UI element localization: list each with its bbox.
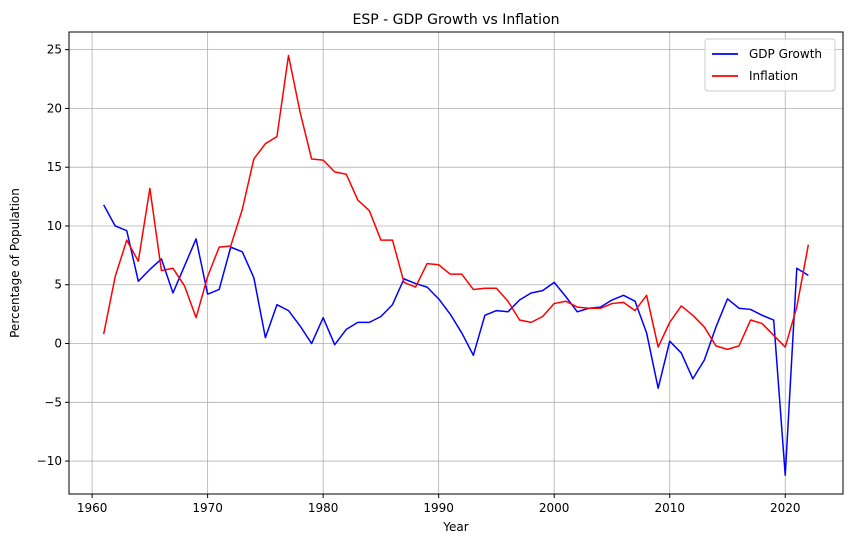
x-axis-title: Year xyxy=(442,520,468,534)
y-tick-label: 0 xyxy=(54,337,62,351)
y-tick-label: 10 xyxy=(47,219,62,233)
y-tick-label: 20 xyxy=(47,101,62,115)
legend: GDP Growth Inflation xyxy=(704,38,836,92)
series-line-inflation xyxy=(102,54,810,351)
x-tick-label: 1970 xyxy=(192,501,223,515)
x-tick-label: 2000 xyxy=(539,501,570,515)
x-tick-label: 1960 xyxy=(77,501,108,515)
y-axis: −10 −5 0 5 10 15 20 25 xyxy=(37,43,69,468)
x-tick-label: 1990 xyxy=(423,501,454,515)
legend-label: GDP Growth xyxy=(749,47,822,61)
y-tick-label: 15 xyxy=(47,160,62,174)
y-tick-label: −5 xyxy=(44,395,62,409)
x-axis: 1960 1970 1980 1990 2000 2010 2020 xyxy=(77,494,801,515)
y-axis-title: Percentage of Population xyxy=(8,188,22,338)
series-line-gdp-growth xyxy=(103,204,809,476)
chart-title: ESP - GDP Growth vs Inflation xyxy=(352,12,559,28)
x-tick-label: 2010 xyxy=(654,501,685,515)
y-tick-label: −10 xyxy=(37,454,62,468)
y-tick-label: 5 xyxy=(54,278,62,292)
y-tick-label: 25 xyxy=(47,43,62,57)
legend-label: Inflation xyxy=(749,69,798,83)
plot-frame xyxy=(68,31,844,495)
series-layer xyxy=(102,54,810,476)
x-tick-label: 1980 xyxy=(308,501,339,515)
x-tick-label: 2020 xyxy=(770,501,801,515)
legend-box xyxy=(704,38,836,92)
